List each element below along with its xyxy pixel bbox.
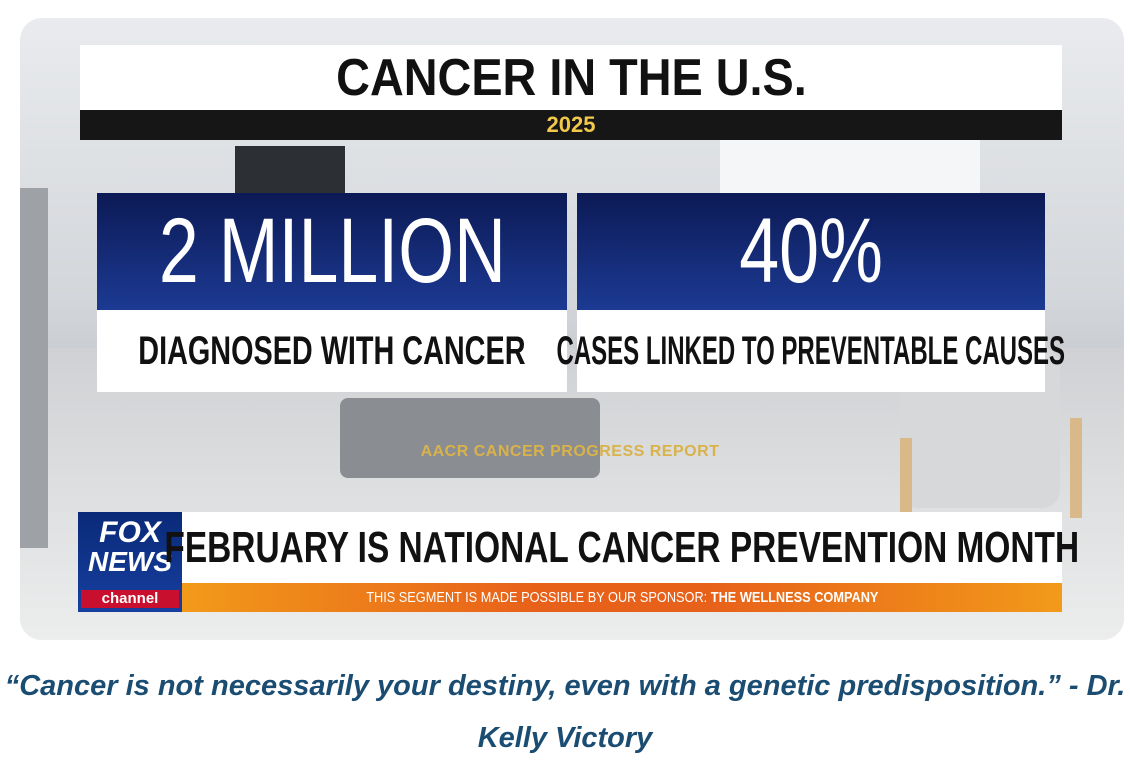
sponsor-bar: THIS SEGMENT IS MADE POSSIBLE BY OUR SPO…: [182, 583, 1062, 612]
screenshot: CANCER IN THE U.S. 2025 2 MILLION DIAGNO…: [20, 18, 1124, 640]
chair-leg: [900, 438, 912, 518]
stat-label: DIAGNOSED WITH CANCER: [138, 328, 526, 373]
cabinet: [20, 188, 48, 548]
chair-leg: [1070, 418, 1082, 518]
source: AACR CANCER PROGRESS REPORT: [320, 440, 820, 464]
logo: FOX NEWS channel: [78, 512, 182, 612]
sponsor-prefix: THIS SEGMENT IS MADE POSSIBLE BY OUR SPO…: [365, 589, 707, 606]
stat-value-box: 40%: [577, 193, 1045, 310]
sponsor: THIS SEGMENT IS MADE POSSIBLE BY OUR SPO…: [366, 589, 878, 606]
stat-label: CASES LINKED TO PREVENTABLE CAUSES: [556, 328, 1066, 373]
stat-label-box: DIAGNOSED WITH CANCER: [97, 310, 567, 392]
stat-value: 40%: [739, 200, 883, 302]
logo-fox: FOX: [99, 516, 161, 549]
stat-label-box: CASES LINKED TO PREVENTABLE CAUSES: [557, 310, 1065, 392]
stat-value-box: 2 MILLION: [97, 193, 567, 310]
logo-news: NEWS: [88, 546, 172, 577]
bed: [340, 398, 600, 478]
quote: “Cancer is not necessarily your destiny,…: [4, 670, 1061, 702]
logo-channel: channel: [81, 590, 179, 608]
attribution: - Dr. Kelly Victory: [477, 670, 1126, 754]
headline-bar: FEBRUARY IS NATIONAL CANCER PREVENTION M…: [165, 512, 1079, 583]
title-banner: CANCER IN THE U.S.: [80, 45, 1062, 110]
title: CANCER IN THE U.S.: [335, 48, 807, 107]
headline: FEBRUARY IS NATIONAL CANCER PREVENTION M…: [164, 522, 1080, 572]
caption: “Cancer is not necessarily your destiny,…: [0, 660, 1130, 764]
source-text: AACR CANCER PROGRESS REPORT: [420, 443, 720, 460]
year: 2025: [546, 112, 596, 137]
stat-value: 2 MILLION: [158, 200, 506, 302]
year-bar: 2025: [80, 110, 1062, 140]
sponsor-name: THE WELLNESS COMPANY: [710, 589, 879, 606]
